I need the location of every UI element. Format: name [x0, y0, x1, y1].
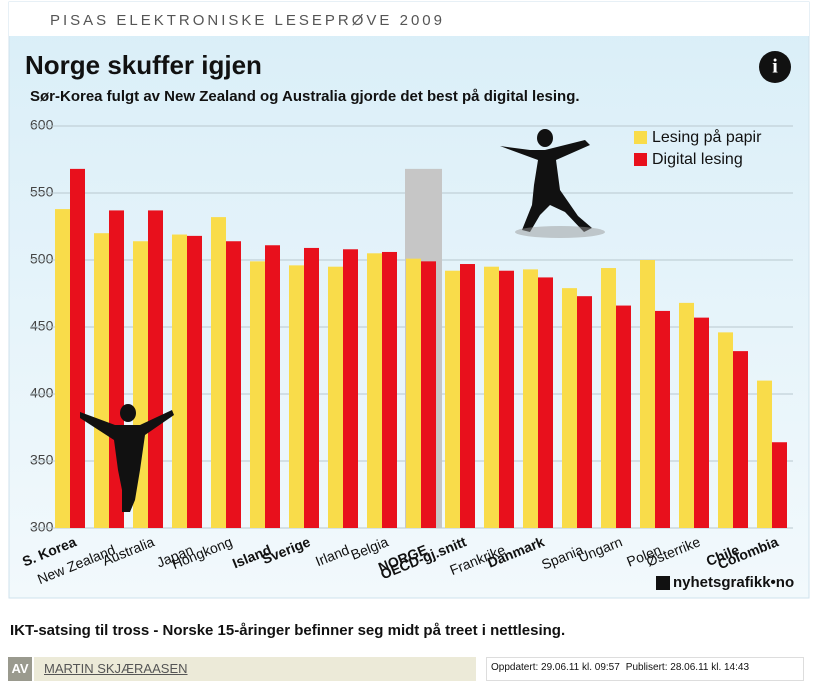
info-icon[interactable]	[759, 51, 791, 83]
bar	[406, 258, 421, 528]
bar	[484, 266, 499, 528]
bar	[55, 209, 70, 528]
bar	[757, 380, 772, 528]
bar	[655, 310, 670, 528]
bar	[211, 217, 226, 528]
chart-title: Norge skuffer igjen	[25, 50, 262, 80]
header-band	[9, 2, 809, 36]
bar	[616, 305, 631, 528]
bar	[70, 168, 85, 528]
bar	[148, 210, 163, 529]
bar	[562, 288, 577, 528]
bar	[538, 277, 553, 528]
logo-text: nyhetsgrafikk•no	[673, 574, 794, 591]
y-tick-label: 350	[30, 452, 54, 468]
y-tick-label: 500	[30, 251, 54, 267]
published: Publisert: 28.06.11 kl. 14:43	[625, 662, 750, 673]
y-tick-label: 550	[30, 184, 54, 200]
bar	[445, 270, 460, 528]
updated: Oppdatert: 29.06.11 kl. 09:57	[491, 662, 620, 673]
girl-silhouette	[500, 129, 605, 238]
bar	[328, 266, 343, 528]
bar	[382, 251, 397, 528]
bar	[772, 442, 787, 528]
bar	[226, 241, 241, 529]
byline-prefix: AV	[8, 657, 32, 681]
legend-label: Digital lesing	[652, 151, 743, 168]
y-tick-label: 450	[30, 318, 54, 334]
dates: Oppdatert: 29.06.11 kl. 09:57 Publisert: …	[486, 657, 804, 681]
bar	[640, 260, 655, 528]
bar	[601, 268, 616, 528]
bar	[499, 270, 514, 528]
bar	[577, 296, 592, 528]
y-tick-label: 600	[30, 117, 54, 133]
bar	[523, 269, 538, 528]
chart: PISAS ELEKTRONISKE LESEPRØVE 2009 Norge …	[8, 1, 810, 599]
kicker: PISAS ELEKTRONISKE LESEPRØVE 2009	[50, 12, 445, 29]
info-glyph: i	[772, 56, 778, 78]
bar	[694, 317, 709, 528]
chart-subtitle: Sør-Korea fulgt av New Zealand og Austra…	[30, 88, 580, 105]
boy-silhouette	[80, 404, 174, 512]
bar	[250, 261, 265, 528]
legend-swatch	[634, 153, 647, 166]
bar	[733, 351, 748, 528]
y-tick-label: 300	[30, 519, 54, 535]
bar	[367, 253, 382, 529]
caption: IKT-satsing til tross - Norske 15-åringe…	[10, 622, 566, 639]
legend-swatch	[634, 131, 647, 144]
bar	[172, 234, 187, 529]
logo: nyhetsgrafikk•no	[656, 574, 794, 591]
bar	[265, 245, 280, 528]
bar	[94, 233, 109, 528]
bar	[289, 265, 304, 528]
bar	[718, 332, 733, 528]
byline-author[interactable]: MARTIN SKJÆRAASEN	[34, 657, 476, 681]
bar	[343, 249, 358, 528]
y-tick-label: 400	[30, 385, 54, 401]
bar	[421, 261, 436, 528]
bar	[187, 235, 202, 528]
bar	[304, 247, 319, 528]
legend-label: Lesing på papir	[652, 128, 762, 146]
bar	[679, 302, 694, 528]
bar	[460, 264, 475, 528]
